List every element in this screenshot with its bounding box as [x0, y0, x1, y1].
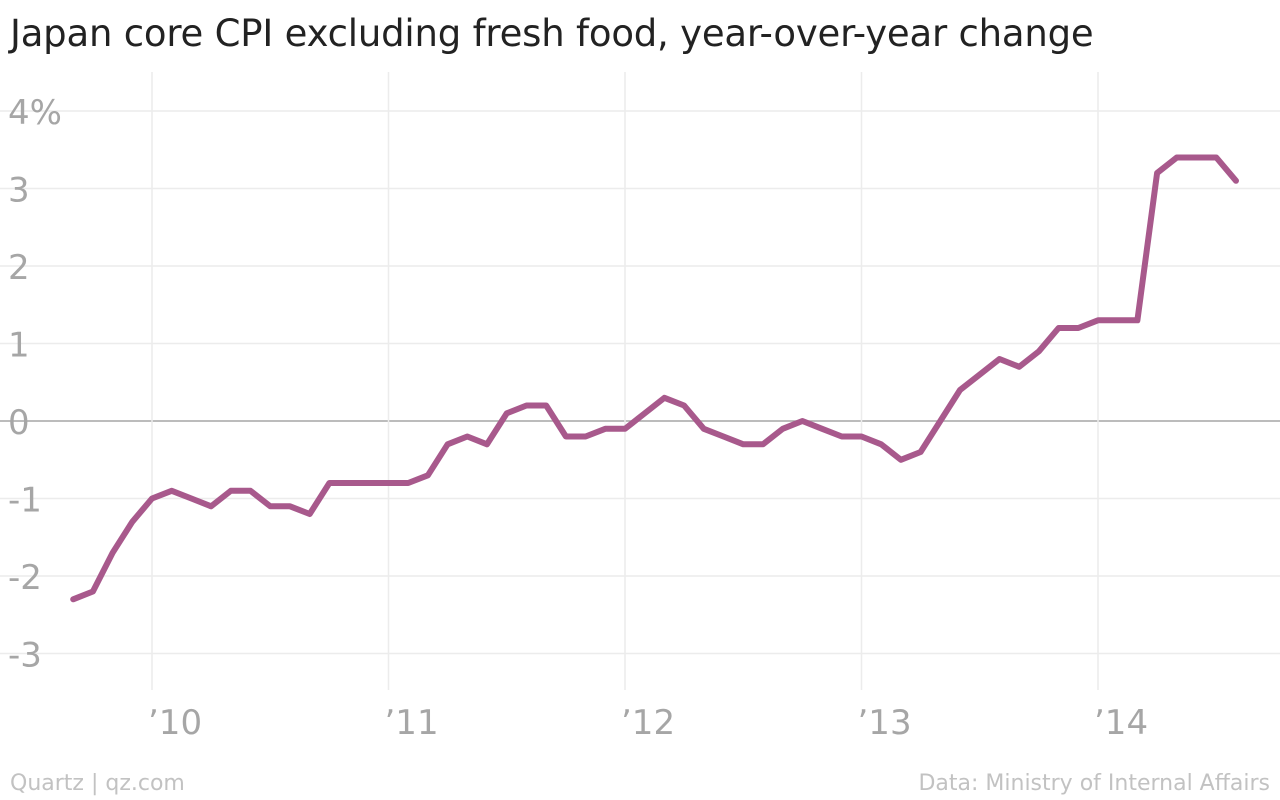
x-tick-label: ’10 — [148, 703, 202, 743]
y-tick-label: 2 — [8, 248, 30, 288]
data-point — [1056, 325, 1062, 331]
data-point — [1134, 317, 1140, 323]
data-point — [129, 519, 135, 525]
y-tick-label: -1 — [8, 481, 42, 521]
data-point — [248, 488, 254, 494]
x-tick-label: ’11 — [385, 703, 439, 743]
data-point — [90, 589, 96, 595]
data-point — [484, 441, 490, 447]
data-point — [149, 496, 155, 502]
tick-labels: 4% 3 2 1 0 -1 -2 -3 ’10 ’11 ’12 ’13 ’14 — [8, 93, 1148, 743]
y-tick-label: 1 — [8, 326, 30, 366]
data-point — [1213, 155, 1219, 161]
data-point — [386, 480, 392, 486]
data-point — [169, 488, 175, 494]
data-point — [1075, 325, 1081, 331]
data-point — [110, 550, 116, 556]
data-point — [701, 426, 707, 432]
data-point — [1174, 155, 1180, 161]
data-point — [563, 434, 569, 440]
data-point — [445, 441, 451, 447]
data-point — [307, 511, 313, 517]
data-point — [188, 496, 194, 502]
data-point — [1194, 155, 1200, 161]
data-point — [524, 403, 530, 409]
data-point — [326, 480, 332, 486]
data-point — [602, 426, 608, 432]
data-point — [898, 457, 904, 463]
data-point — [681, 403, 687, 409]
data-point — [1036, 348, 1042, 354]
data-point — [957, 387, 963, 393]
data-point — [70, 596, 76, 602]
data-point — [997, 356, 1003, 362]
series-line — [70, 154, 1239, 603]
data-point — [977, 372, 983, 378]
x-tick-label: ’14 — [1094, 703, 1148, 743]
data-point — [661, 395, 667, 401]
data-point — [366, 480, 372, 486]
data-point — [878, 441, 884, 447]
y-tick-label: 3 — [8, 171, 30, 211]
data-point — [918, 449, 924, 455]
chart-title: Japan core CPI excluding fresh food, yea… — [10, 12, 1094, 55]
data-point — [642, 410, 648, 416]
data-point — [464, 434, 470, 440]
data-point — [859, 434, 865, 440]
data-point — [799, 418, 805, 424]
data-point — [780, 426, 786, 432]
data-point — [425, 472, 431, 478]
y-tick-label: 4% — [8, 93, 62, 133]
x-tick-label: ’13 — [858, 703, 912, 743]
data-point — [228, 488, 234, 494]
data-point — [760, 441, 766, 447]
data-point — [208, 503, 214, 509]
gridlines — [0, 72, 1280, 690]
x-tick-label: ’12 — [621, 703, 675, 743]
source-text: Data: Ministry of Internal Affairs — [918, 771, 1270, 796]
data-point — [1154, 170, 1160, 176]
y-tick-label: 0 — [8, 403, 30, 443]
data-point — [1095, 317, 1101, 323]
data-point — [937, 418, 943, 424]
data-point — [287, 503, 293, 509]
data-point — [267, 503, 273, 509]
y-tick-label: -3 — [8, 636, 42, 676]
data-point — [721, 434, 727, 440]
data-point — [740, 441, 746, 447]
y-tick-label: -2 — [8, 558, 42, 598]
data-point — [622, 426, 628, 432]
data-point — [346, 480, 352, 486]
data-point — [583, 434, 589, 440]
data-point — [543, 403, 549, 409]
data-point — [405, 480, 411, 486]
series-layer — [70, 154, 1239, 603]
data-point — [1115, 317, 1121, 323]
data-point — [819, 426, 825, 432]
data-point — [1233, 178, 1239, 184]
data-point — [504, 410, 510, 416]
credit-text: Quartz | qz.com — [10, 771, 185, 796]
data-point — [1016, 364, 1022, 370]
data-point — [839, 434, 845, 440]
